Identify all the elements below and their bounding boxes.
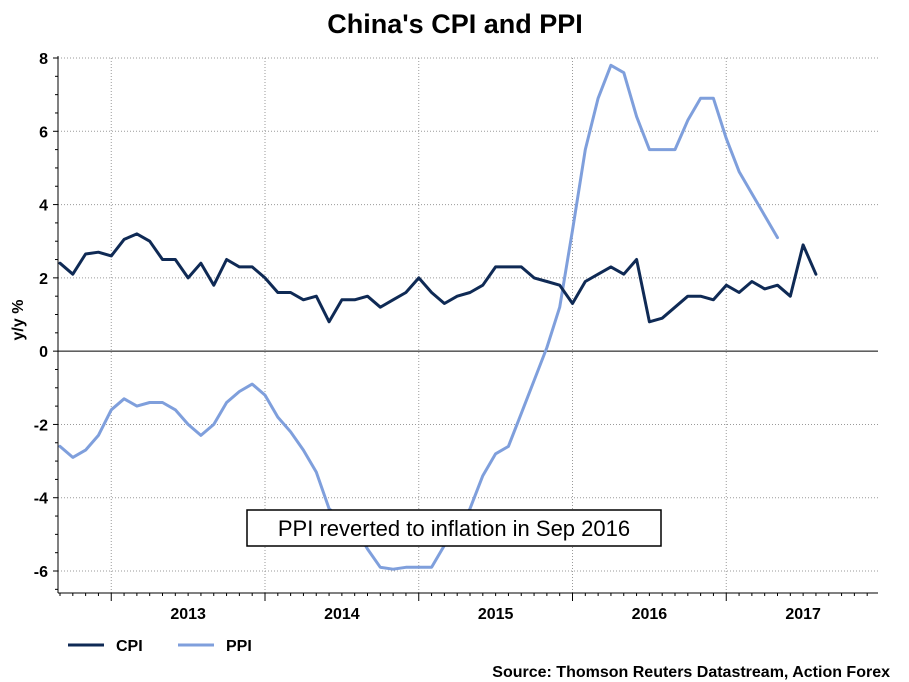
x-tick-label: 2015 (478, 606, 514, 623)
series-line-ppi (58, 63, 779, 571)
y-axis-label: y/y % (10, 300, 27, 341)
axes (57, 56, 878, 594)
annotation-box: PPI reverted to inflation in Sep 2016 (246, 509, 662, 547)
x-tick-label: 2016 (632, 606, 668, 623)
chart-title: China's CPI and PPI (327, 9, 582, 39)
annotation-text: PPI reverted to inflation in Sep 2016 (278, 516, 630, 541)
y-tick-label: 2 (39, 271, 48, 288)
legend-label-ppi: PPI (226, 638, 252, 655)
y-axis-ticks: -6 -4 -2 0 2 4 6 8 (34, 51, 58, 590)
y-tick-label: 0 (39, 344, 48, 361)
y-tick-label: 8 (39, 51, 48, 68)
y-tick-label: -4 (34, 491, 48, 508)
legend-label-cpi: CPI (116, 638, 143, 655)
y-tick-label: 6 (39, 124, 48, 141)
x-tick-label: 2014 (324, 606, 360, 623)
x-tick-label: 2013 (170, 606, 206, 623)
legend: CPI PPI (68, 638, 252, 655)
x-tick-label: 2017 (785, 606, 821, 623)
series-line-cpi (58, 232, 818, 324)
source-note: Source: Thomson Reuters Datastream, Acti… (492, 664, 890, 681)
y-tick-label: -6 (34, 564, 48, 581)
y-tick-label: -2 (34, 417, 48, 434)
grid (58, 57, 878, 593)
series-lines (58, 63, 818, 571)
y-tick-label: 4 (39, 198, 48, 215)
annotation-frame (246, 509, 662, 547)
x-axis-ticks: 2013 2014 2015 2016 2017 (59, 593, 868, 623)
